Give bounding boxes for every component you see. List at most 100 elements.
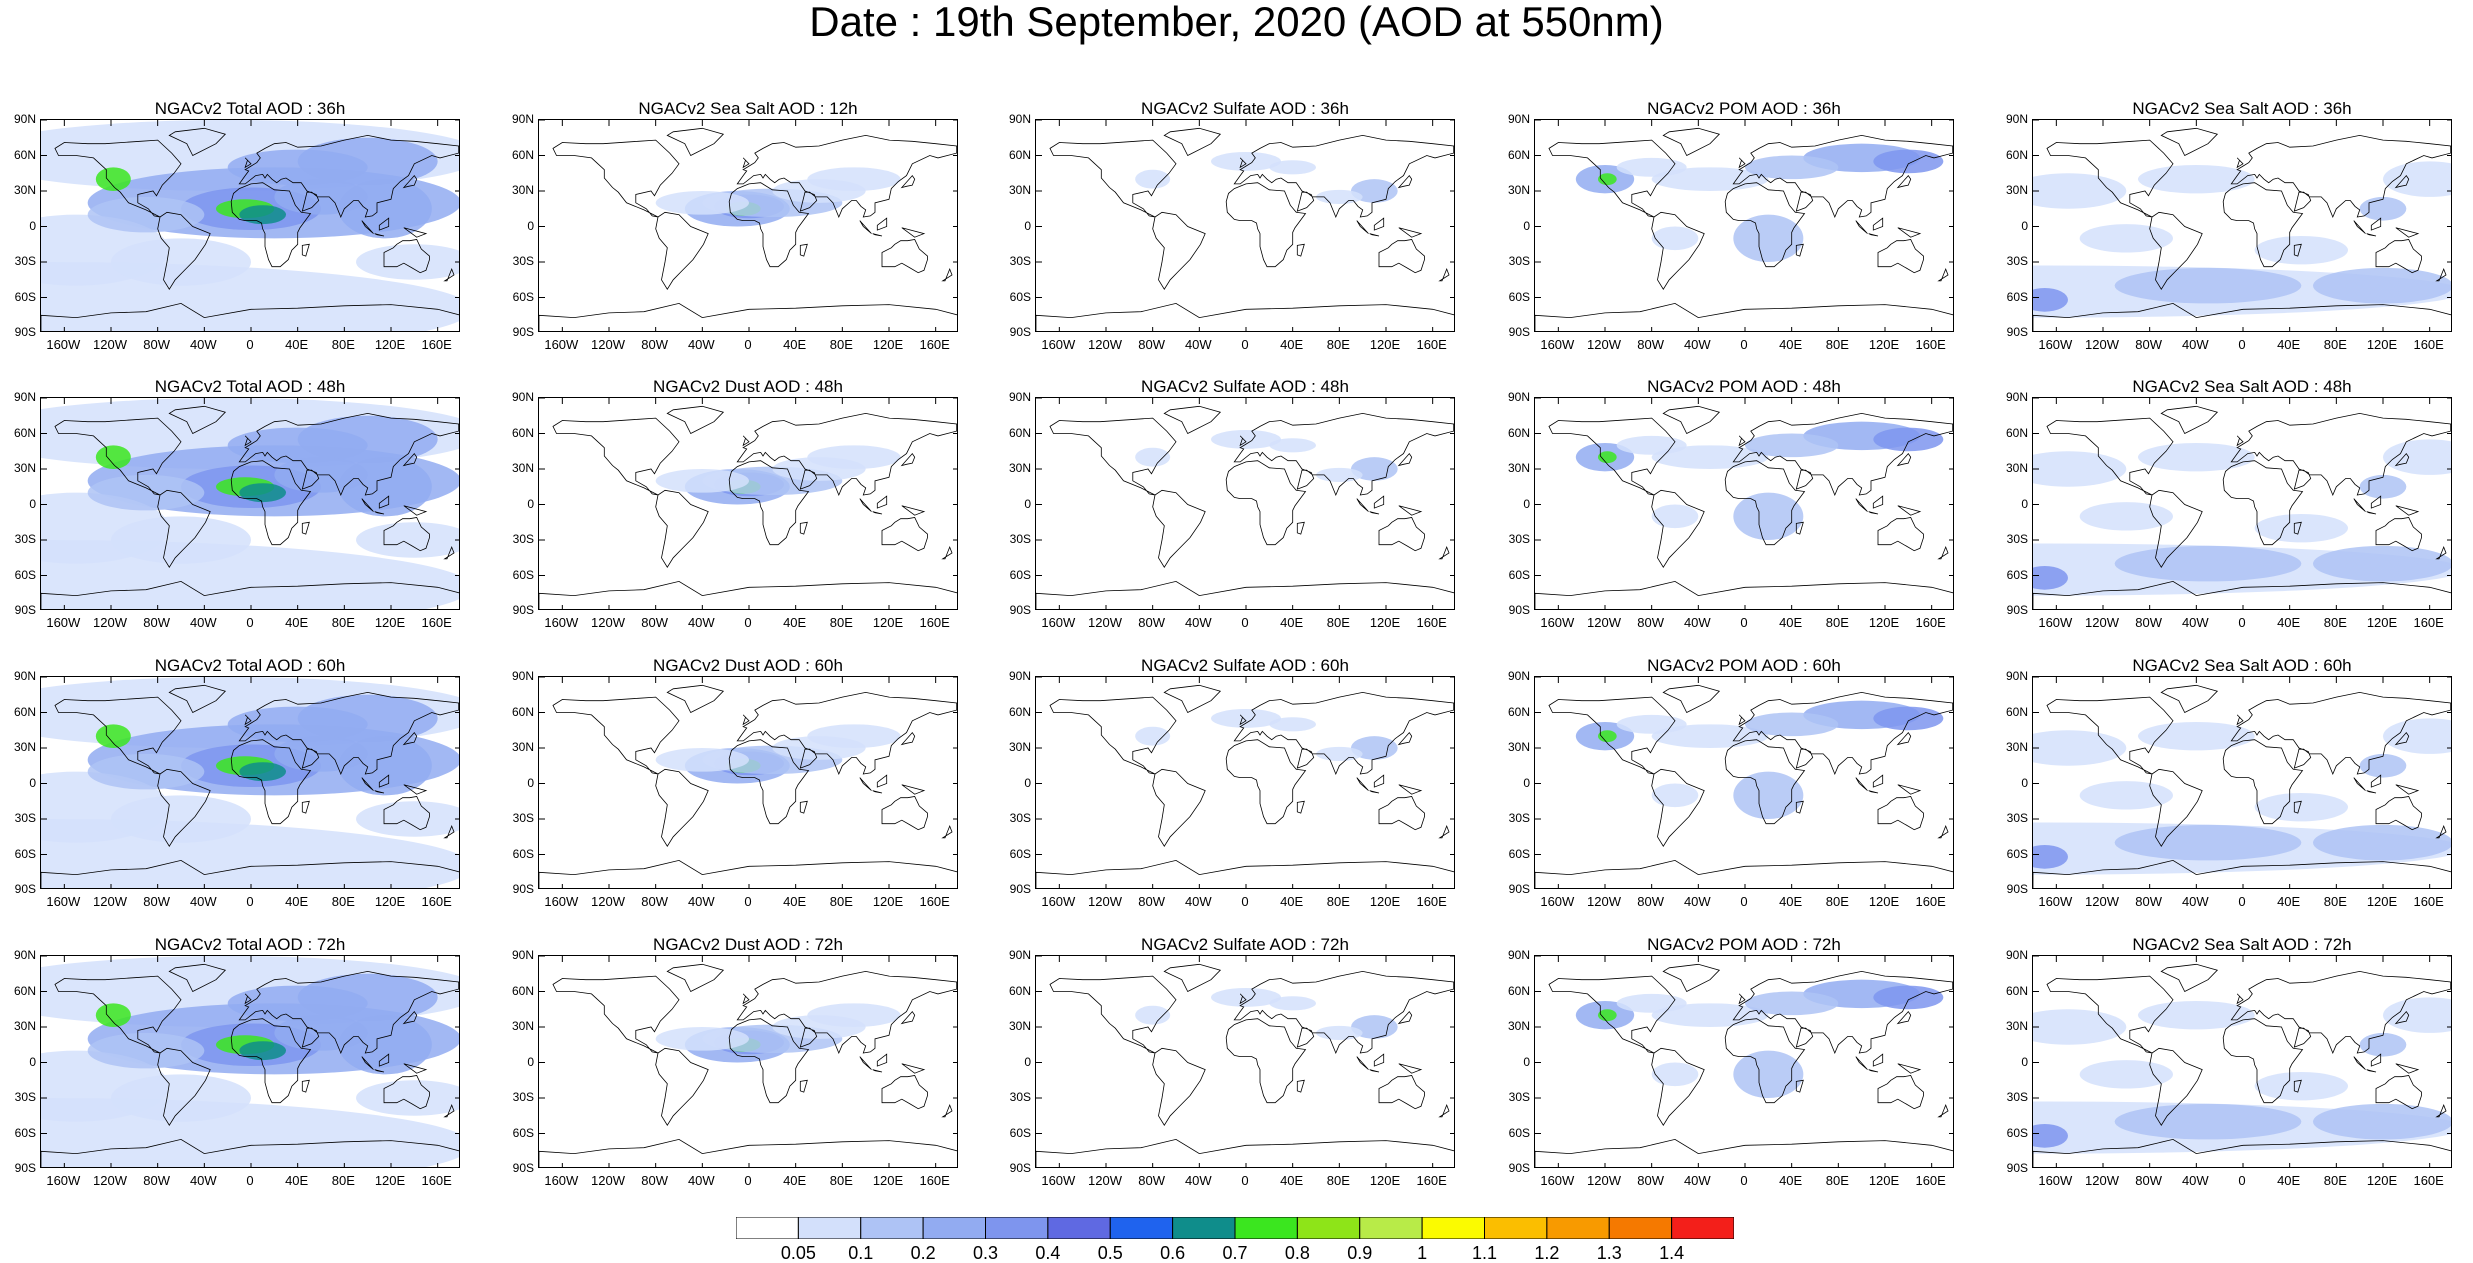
map-panel: NGACv2 Sulfate AOD : 36h 90N 60N 30N 0 30S 60S… bbox=[1009, 99, 1455, 352]
aod-field bbox=[2114, 1103, 2302, 1140]
lat-label: 0 bbox=[1523, 496, 1530, 511]
lon-label: 40W bbox=[687, 337, 715, 352]
coastline bbox=[1662, 684, 1721, 714]
lat-label: 60S bbox=[1508, 1125, 1530, 1140]
coastline bbox=[1651, 1047, 1705, 1126]
lon-label: 40W bbox=[1683, 1173, 1711, 1188]
lat-label: 60S bbox=[1508, 567, 1530, 582]
map-panel: NGACv2 POM AOD : 36h 90N 60N 30N 0 30S 60S 90S 1… bbox=[1508, 99, 1954, 352]
lon-label: 40E bbox=[1779, 1173, 1803, 1188]
colorbar-swatch bbox=[1421, 1217, 1485, 1239]
aod-field bbox=[227, 427, 368, 464]
map-panel: NGACv2 Total AOD : 36h 90N 60N 30N 0 30S 60S 90… bbox=[14, 99, 460, 352]
coastline bbox=[168, 127, 227, 157]
colorbar-swatch bbox=[985, 1217, 1049, 1239]
lon-label: 120E bbox=[374, 1173, 406, 1188]
lon-label: 40W bbox=[1184, 1173, 1212, 1188]
coastline bbox=[799, 1079, 808, 1093]
coastline bbox=[2236, 993, 2244, 1005]
aod-field bbox=[2138, 721, 2255, 751]
coastline bbox=[1877, 796, 1924, 831]
coastline bbox=[2236, 714, 2244, 726]
lat-label: 90N bbox=[13, 112, 36, 126]
lon-label: 40E bbox=[285, 1173, 309, 1188]
coastline bbox=[1872, 774, 1884, 788]
lat-label: 60N bbox=[511, 983, 534, 998]
lat-label: 60N bbox=[2005, 704, 2028, 719]
coastline bbox=[1438, 546, 1450, 560]
lat-label: 60S bbox=[1009, 846, 1031, 861]
panel-title: NGACv2 Sulfate AOD : 36h bbox=[1141, 99, 1349, 118]
lat-label: 30S bbox=[14, 532, 36, 546]
lat-label: 90S bbox=[14, 325, 36, 339]
lat-label: 90N bbox=[2005, 112, 2028, 126]
lon-label: 80W bbox=[2135, 1173, 2163, 1188]
lon-label: 160W bbox=[544, 894, 579, 909]
map-canvas bbox=[1535, 956, 1953, 1167]
coastline bbox=[230, 1018, 312, 1104]
lon-label: 160E bbox=[1416, 337, 1447, 352]
map-canvas bbox=[539, 120, 957, 331]
lon-label: 0 bbox=[744, 1173, 752, 1188]
coastline bbox=[1163, 963, 1222, 993]
coastline bbox=[1548, 417, 1676, 496]
lon-label: 160W bbox=[46, 1173, 81, 1188]
coastline bbox=[2435, 825, 2447, 839]
coastline bbox=[1872, 217, 1884, 231]
aod-field bbox=[111, 516, 251, 564]
coastline bbox=[1036, 1138, 1454, 1167]
lon-label: 160E bbox=[1915, 615, 1946, 630]
aod-field bbox=[1269, 717, 1316, 732]
lon-label: 40E bbox=[285, 894, 309, 909]
aod-field bbox=[655, 191, 749, 215]
coastline bbox=[1896, 174, 1912, 189]
lon-label: 160W bbox=[2038, 337, 2073, 352]
colorbar-swatch bbox=[1172, 1217, 1236, 1239]
lon-label: 80W bbox=[2135, 615, 2163, 630]
lon-label: 40W bbox=[189, 615, 217, 630]
lon-label: 0 bbox=[246, 615, 254, 630]
lon-label: 120E bbox=[2366, 894, 2398, 909]
aod-field bbox=[2033, 451, 2127, 487]
map-panel: NGACv2 Total AOD : 48h 90N 60N 30N 0 30S 60S 90… bbox=[14, 377, 460, 630]
aod-field bbox=[1211, 987, 1281, 1007]
coastline bbox=[2435, 546, 2447, 560]
lat-label: 90S bbox=[1009, 882, 1031, 896]
aod-field bbox=[1598, 173, 1617, 186]
lat-label: 0 bbox=[1024, 496, 1031, 511]
coastline bbox=[2046, 975, 2174, 1054]
map-panel: NGACv2 Dust AOD : 48h 90N 60N 30N 0 30S 60S 90S… bbox=[512, 377, 958, 630]
map-plot bbox=[1534, 119, 1954, 332]
lon-label: 80E bbox=[331, 337, 355, 352]
coastline bbox=[402, 731, 418, 746]
coastline bbox=[1438, 1104, 1450, 1118]
aod-field bbox=[2254, 1071, 2348, 1101]
lon-label: 80W bbox=[641, 1173, 669, 1188]
coastline bbox=[54, 139, 182, 218]
panel-title: NGACv2 Sulfate AOD : 60h bbox=[1141, 656, 1349, 675]
aod-field bbox=[1745, 991, 1839, 1016]
aod-field bbox=[239, 1041, 286, 1061]
lat-label: 30N bbox=[1507, 1019, 1530, 1033]
lon-label: 40E bbox=[1280, 894, 1304, 909]
coastline bbox=[1651, 768, 1705, 847]
lon-label: 120W bbox=[2085, 337, 2119, 352]
coastline bbox=[1724, 1018, 1806, 1104]
lat-label: 90N bbox=[1008, 112, 1031, 126]
coastline bbox=[666, 127, 725, 157]
coastline bbox=[2353, 220, 2366, 234]
lon-label: 120W bbox=[1587, 894, 1621, 909]
aod-field bbox=[87, 196, 205, 233]
map-plot bbox=[538, 955, 958, 1168]
coastline bbox=[383, 1075, 430, 1110]
lon-label: 80E bbox=[331, 894, 355, 909]
aod-field bbox=[1135, 726, 1171, 746]
coastline bbox=[1662, 963, 1721, 993]
coastline bbox=[1369, 790, 1380, 794]
coastline bbox=[2366, 1069, 2377, 1073]
coastline bbox=[2394, 731, 2410, 746]
lat-label: 60S bbox=[1009, 567, 1031, 582]
aod-field bbox=[1616, 157, 1687, 177]
coastline bbox=[1397, 731, 1413, 746]
lon-label: 0 bbox=[1740, 337, 1748, 352]
